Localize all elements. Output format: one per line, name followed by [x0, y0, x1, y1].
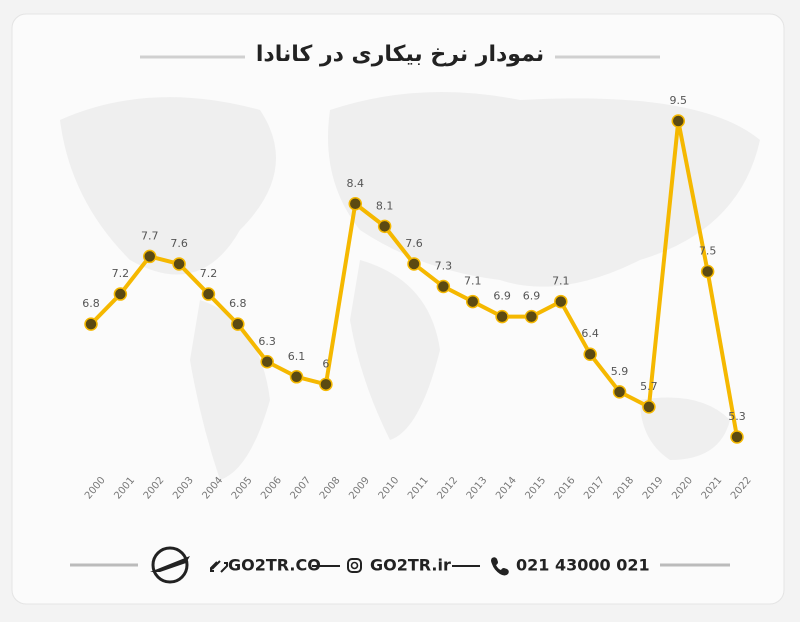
point — [377, 219, 392, 234]
data-label: 6.9 — [523, 290, 541, 303]
data-label: 5.7 — [640, 380, 658, 393]
chart-title: نمودار نرخ بیکاری در کانادا — [256, 42, 544, 67]
data-label: 8.4 — [347, 177, 365, 190]
data-label: 6.8 — [82, 297, 100, 310]
point — [172, 257, 186, 271]
phone: 021 43000 021 — [516, 556, 650, 575]
data-label: 7.6 — [170, 237, 188, 250]
footer: GO2TR.CO GO2TR.ir 021 43000 021 — [70, 546, 730, 584]
data-label: 6.8 — [229, 297, 247, 310]
point — [671, 114, 686, 128]
data-label: 7.6 — [405, 237, 423, 250]
data-label: 5.3 — [728, 410, 746, 423]
point — [319, 377, 333, 392]
point — [84, 317, 98, 331]
point — [554, 294, 568, 309]
point — [260, 355, 274, 369]
point — [201, 287, 216, 301]
logo — [151, 546, 189, 584]
world-map-background — [60, 92, 760, 480]
point — [642, 400, 656, 414]
data-label: 6.3 — [258, 335, 276, 348]
data-label: 7.3 — [435, 260, 453, 273]
point — [436, 279, 451, 294]
point — [231, 317, 245, 331]
point — [700, 264, 715, 279]
point — [113, 287, 128, 301]
point — [407, 257, 421, 271]
data-label: 7.5 — [699, 244, 717, 257]
data-label: 7.1 — [464, 275, 482, 288]
data-label: 8.1 — [376, 199, 394, 212]
instagram-icon — [347, 558, 362, 573]
data-label: 6.9 — [493, 290, 511, 303]
data-label: 7.7 — [141, 229, 159, 242]
link-icon — [210, 560, 228, 573]
point — [465, 294, 480, 309]
point — [348, 197, 363, 211]
point — [289, 370, 304, 384]
data-label: 6.1 — [288, 350, 306, 363]
point — [142, 249, 157, 264]
data-label: 7.1 — [552, 275, 570, 288]
point — [612, 385, 627, 399]
data-label: 7.2 — [112, 267, 130, 280]
data-label: 5.9 — [611, 365, 629, 378]
data-label: 6.4 — [581, 327, 599, 340]
logo-plane — [150, 556, 190, 572]
point — [583, 347, 597, 361]
website: GO2TR.CO — [228, 556, 321, 575]
phone-icon — [491, 557, 509, 576]
data-label: 7.2 — [200, 267, 218, 280]
data-label: 9.5 — [670, 94, 688, 107]
point — [495, 309, 509, 324]
instagram: GO2TR.ir — [370, 556, 451, 575]
point — [730, 430, 744, 444]
data-label: 6 — [322, 357, 329, 370]
instagram-icon-lens — [350, 561, 359, 570]
point — [524, 309, 539, 324]
